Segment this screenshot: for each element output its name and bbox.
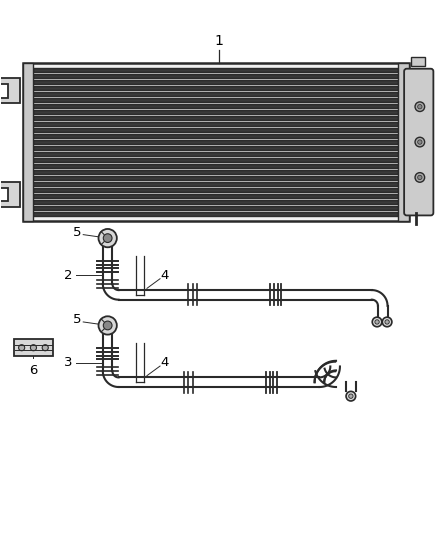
Text: 5: 5 (73, 226, 81, 239)
Text: 6: 6 (29, 364, 38, 377)
Circle shape (346, 391, 356, 401)
Text: 1: 1 (215, 34, 223, 48)
Circle shape (415, 102, 425, 111)
Bar (398, 63, 409, 221)
Text: 4: 4 (160, 356, 169, 369)
Circle shape (42, 345, 48, 351)
Bar (411, 57, 425, 66)
Bar (22, 63, 33, 221)
Circle shape (30, 345, 36, 351)
Circle shape (18, 345, 25, 351)
Text: 2: 2 (64, 269, 73, 282)
Circle shape (415, 138, 425, 147)
Circle shape (375, 320, 379, 324)
Circle shape (372, 317, 382, 327)
Polygon shape (0, 78, 20, 103)
Circle shape (418, 175, 422, 180)
Text: 5: 5 (73, 313, 81, 326)
Circle shape (385, 320, 389, 324)
Text: 4: 4 (160, 269, 169, 282)
Circle shape (415, 173, 425, 182)
Circle shape (418, 140, 422, 144)
Circle shape (103, 234, 112, 243)
Circle shape (99, 316, 117, 335)
Bar (14, 340, 53, 356)
Polygon shape (0, 182, 20, 207)
Circle shape (99, 229, 117, 247)
FancyBboxPatch shape (404, 69, 433, 215)
Circle shape (418, 104, 422, 109)
Circle shape (382, 317, 392, 327)
Bar (22, 63, 409, 221)
Circle shape (349, 394, 353, 398)
Text: 3: 3 (64, 356, 73, 369)
Circle shape (103, 321, 112, 330)
